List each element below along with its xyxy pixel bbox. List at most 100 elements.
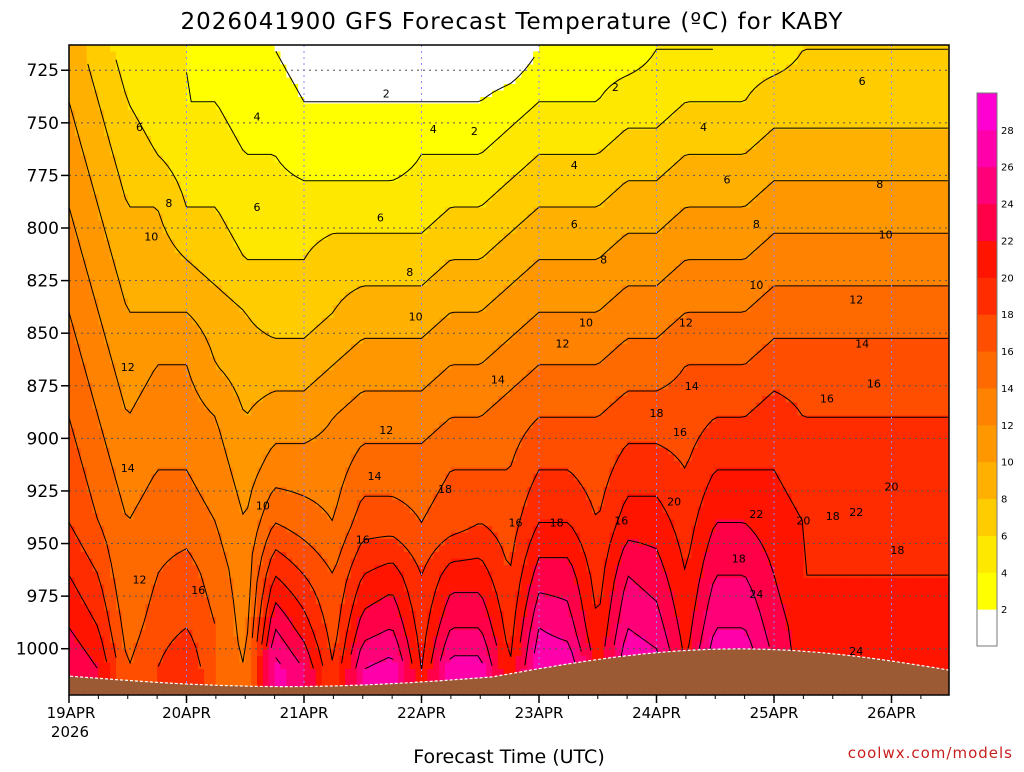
temperature-cell [127,253,135,261]
temperature-cell [227,110,235,118]
temperature-cell [280,272,288,280]
temperature-cell [127,233,135,241]
temperature-cell [298,474,305,482]
temperature-cell [198,350,205,358]
temperature-cell [192,64,200,72]
temperature-cell [345,149,352,157]
temperature-cell [74,311,82,319]
temperature-cell [192,201,200,209]
temperature-cell [315,337,323,345]
temperature-cell [204,58,211,66]
temperature-cell [151,181,158,189]
temperature-cell [116,435,123,443]
temperature-cell [168,669,176,677]
temperature-cell [104,214,111,222]
temperature-cell [321,285,329,293]
temperature-cell [151,480,158,488]
temperature-cell [121,123,129,131]
temperature-cell [268,266,276,274]
temperature-cell [356,220,364,228]
temperature-cell [356,97,364,105]
temperature-cell [127,526,135,534]
temperature-cell [198,526,205,534]
temperature-cell [239,675,247,683]
temperature-cell [80,500,88,508]
temperature-cell [268,539,276,547]
temperature-cell [239,357,247,365]
temperature-cell [180,506,188,514]
temperature-cell [268,402,276,410]
temperature-cell [268,103,276,111]
temperature-cell [262,506,270,514]
temperature-cell [139,571,147,579]
temperature-cell [268,662,276,670]
temperature-cell [145,298,153,306]
temperature-cell [110,240,117,248]
temperature-cell [298,285,305,293]
temperature-cell [98,363,106,371]
temperature-cell [127,214,135,222]
temperature-cell [274,610,282,618]
temperature-cell [133,500,141,508]
temperature-cell [315,545,323,553]
temperature-cell [121,662,129,670]
temperature-cell [110,454,117,462]
temperature-cell [163,331,170,339]
temperature-cell [204,643,211,651]
temperature-cell [268,565,276,573]
temperature-cell [309,220,317,228]
temperature-cell [327,500,335,508]
temperature-cell [163,305,170,313]
temperature-cell [351,487,358,495]
temperature-cell [127,441,135,449]
temperature-cell [110,532,117,540]
temperature-cell [80,357,88,365]
temperature-cell [245,565,252,573]
temperature-cell [356,363,364,371]
temperature-cell [104,604,111,612]
temperature-cell [333,350,341,358]
temperature-cell [227,64,235,72]
temperature-cell [221,389,229,397]
temperature-cell [110,279,117,287]
temperature-cell [116,441,123,449]
temperature-cell [133,220,141,228]
temperature-cell [298,643,305,651]
temperature-cell [133,97,141,105]
temperature-cell [86,201,94,209]
temperature-cell [69,532,76,540]
temperature-cell [274,45,282,53]
temperature-cell [257,279,264,287]
temperature-cell [151,357,158,365]
temperature-cell [292,155,299,163]
temperature-cell [204,123,211,131]
temperature-cell [262,266,270,274]
temperature-cell [168,240,176,248]
temperature-cell [151,45,158,53]
temperature-cell [86,246,94,254]
temperature-cell [327,97,335,105]
temperature-cell [298,259,305,267]
temperature-cell [333,214,341,222]
temperature-cell [327,617,335,625]
temperature-cell [356,110,364,118]
temperature-cell [351,630,358,638]
temperature-cell [251,428,258,436]
temperature-cell [151,389,158,397]
temperature-cell [274,227,282,235]
temperature-cell [304,344,311,352]
temperature-cell [227,643,235,651]
temperature-cell [145,409,153,417]
temperature-cell [157,298,164,306]
temperature-cell [92,532,100,540]
temperature-cell [151,246,158,254]
temperature-cell [298,682,305,690]
temperature-cell [180,597,188,605]
temperature-cell [315,181,323,189]
temperature-cell [292,240,299,248]
temperature-cell [339,636,346,644]
temperature-cell [139,110,147,118]
temperature-cell [104,539,111,547]
temperature-cell [133,597,141,605]
temperature-cell [215,370,223,378]
